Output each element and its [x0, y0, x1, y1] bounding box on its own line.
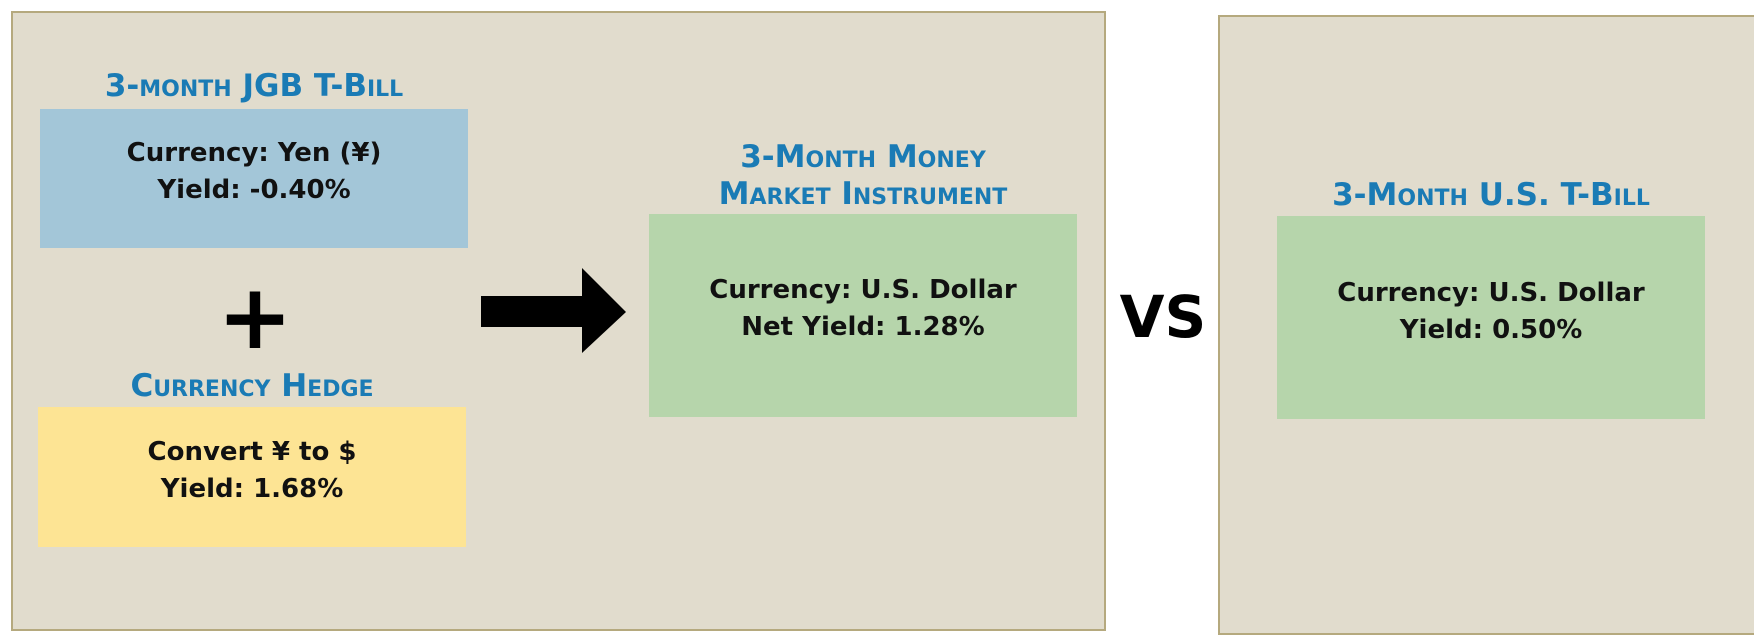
box-line: Yield: 0.50% — [1399, 315, 1583, 345]
title-line: Market Instrument — [718, 176, 1008, 212]
page: 3-month JGB T-Bill Currency: Yen (¥) Yie… — [11, 11, 1754, 635]
arrow — [481, 268, 626, 353]
box-line: Convert ¥ to $ — [147, 437, 357, 467]
us-title: 3-Month U.S. T-Bill — [1332, 177, 1650, 213]
hedge-box: Convert ¥ to $ Yield: 1.68% — [38, 407, 466, 547]
box-line: Net Yield: 1.28% — [741, 312, 985, 342]
versus: VS — [1119, 283, 1207, 351]
box-line: Currency: Yen (¥) — [126, 138, 382, 168]
jgb-title: 3-month JGB T-Bill — [104, 68, 404, 104]
box-line: Currency: U.S. Dollar — [709, 275, 1017, 305]
box-line: Yield: 1.68% — [160, 474, 344, 504]
box-line: Yield: -0.40% — [157, 175, 351, 205]
arrow-shape — [481, 268, 626, 353]
result-title: 3-Month Money Market Instrument — [649, 139, 1077, 213]
result-box: Currency: U.S. Dollar Net Yield: 1.28% — [649, 214, 1077, 417]
us-box: Currency: U.S. Dollar Yield: 0.50% — [1277, 216, 1705, 419]
jgb-box: Currency: Yen (¥) Yield: -0.40% — [40, 109, 468, 248]
title-line: 3-Month Money — [740, 139, 986, 175]
hedge-title: Currency Hedge — [130, 368, 374, 404]
plus-sign: + — [217, 265, 293, 370]
box-line: Currency: U.S. Dollar — [1337, 278, 1645, 308]
